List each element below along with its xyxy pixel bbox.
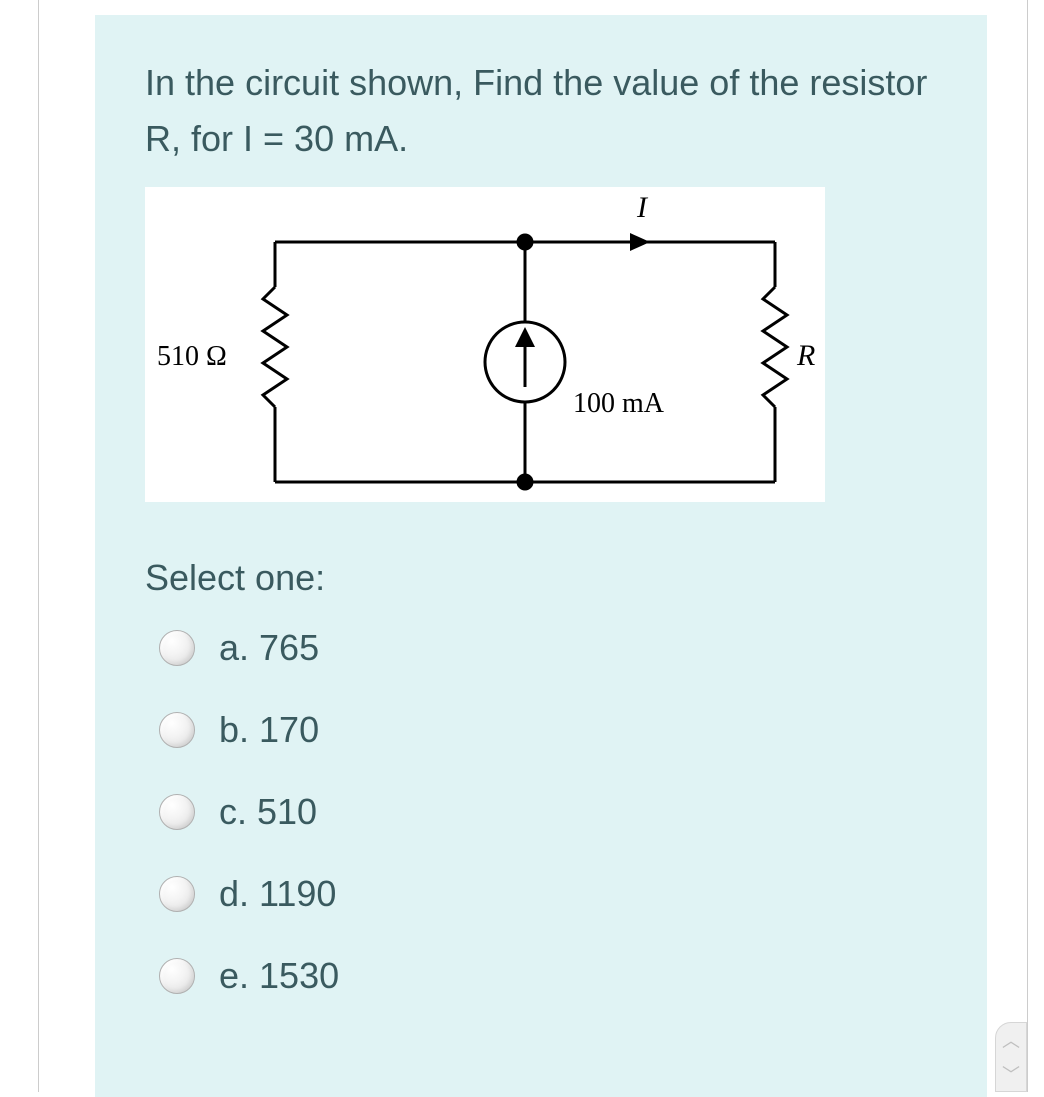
options-list: a. 765 b. 170 c. 510 d. 1190 e. 1530 [145,627,937,997]
select-one-label: Select one: [145,557,937,599]
radio-a[interactable] [159,630,195,666]
circuit-diagram: 510 Ω R 100 mA I [145,187,825,502]
option-label: c. 510 [219,791,317,833]
question-text: In the circuit shown, Find the value of … [145,55,937,167]
option-c[interactable]: c. 510 [159,791,937,833]
label-current-i: I [636,191,649,224]
option-label: d. 1190 [219,873,336,915]
question-card: In the circuit shown, Find the value of … [95,15,987,1097]
label-right-resistor: R [796,339,815,372]
option-label: e. 1530 [219,955,339,997]
label-left-resistor: 510 Ω [157,341,227,372]
page-frame: In the circuit shown, Find the value of … [38,0,1028,1092]
radio-d[interactable] [159,876,195,912]
option-label: b. 170 [219,709,319,751]
option-label: a. 765 [219,627,319,669]
chevron-up-icon: ︿ [1002,1027,1020,1053]
radio-b[interactable] [159,712,195,748]
radio-e[interactable] [159,958,195,994]
option-b[interactable]: b. 170 [159,709,937,751]
scroll-button[interactable]: ︿ ﹀ [995,1022,1027,1092]
label-source: 100 mA [573,388,665,419]
option-d[interactable]: d. 1190 [159,873,937,915]
option-e[interactable]: e. 1530 [159,955,937,997]
chevron-down-icon: ﹀ [1002,1061,1020,1087]
radio-c[interactable] [159,794,195,830]
option-a[interactable]: a. 765 [159,627,937,669]
